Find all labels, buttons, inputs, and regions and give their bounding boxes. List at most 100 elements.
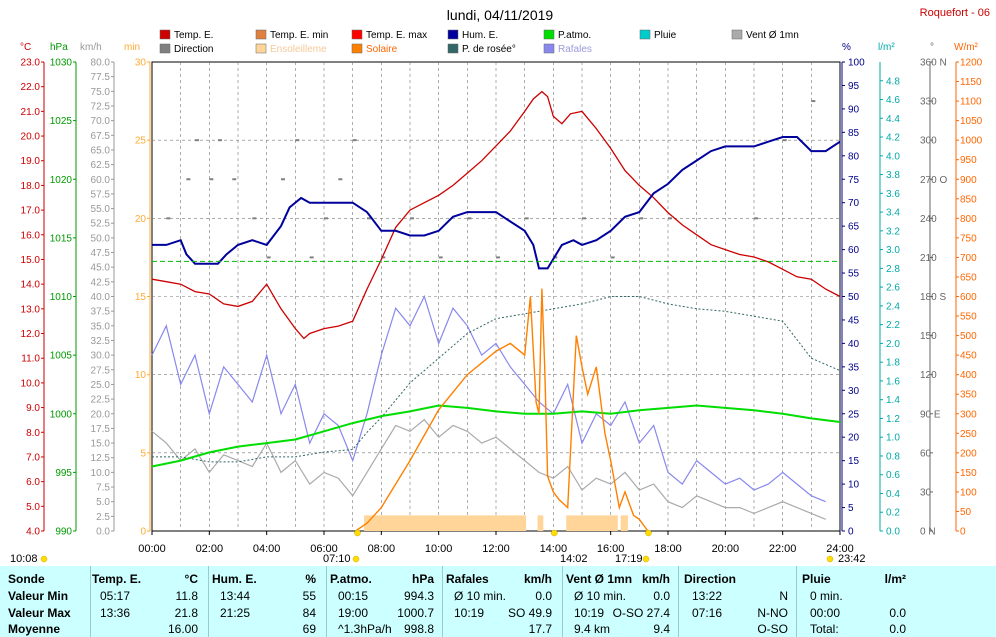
x-tick-label: 24:00 — [826, 543, 854, 555]
lm2-axis-tick-label: 3.4 — [886, 208, 900, 219]
right-time: 23:42 — [838, 553, 866, 565]
lm2-axis-tick-label: 2.6 — [886, 283, 900, 294]
lm2-axis-tick-label: 4.4 — [886, 114, 900, 125]
pct-axis-tick-label: 30 — [848, 386, 860, 397]
direction-point — [754, 217, 758, 220]
temp-axis-tick-label: 10.0 — [21, 378, 41, 389]
table-row-label: Valeur Max — [8, 606, 71, 620]
sunshine-band — [620, 515, 628, 531]
temp-axis-tick-label: 8.0 — [26, 428, 40, 439]
wm2-axis-tick-label: 300 — [960, 409, 977, 420]
lm2-axis-tick-label: 2.2 — [886, 320, 900, 331]
lm2-axis-tick-label: 4.8 — [886, 76, 900, 87]
lm2-axis-tick-label: 2.0 — [886, 339, 900, 350]
lm2-axis-tick-label: 0.4 — [886, 489, 900, 500]
table-column-unit: km/h — [641, 572, 670, 586]
legend-label: Temp. E. min — [270, 30, 328, 41]
legend-label: Solaire — [366, 44, 398, 55]
legend-label: P. de rosée° — [462, 44, 516, 55]
table-column-title: Hum. E. — [212, 572, 257, 586]
x-tick-label: 10:00 — [425, 543, 453, 555]
table-column-title: Vent Ø 1mn — [566, 572, 633, 586]
x-tick-label: 12:00 — [482, 543, 510, 555]
kmh-axis-tick-label: 40.0 — [91, 292, 111, 303]
left-time: 10:08 — [10, 553, 38, 565]
x-tick-label: 20:00 — [712, 543, 740, 555]
hpa-axis-tick-label: 1010 — [50, 292, 73, 303]
kmh-axis-tick-label: 70.0 — [91, 116, 111, 127]
legend-swatch — [159, 43, 171, 54]
kmh-axis-tick-label: 80.0 — [91, 58, 111, 69]
solar-noon-icon — [551, 529, 558, 537]
temp-axis-tick-label: 22.0 — [21, 82, 41, 93]
deg-axis-tick-label: 300 — [920, 136, 937, 147]
table-column-title: Pluie — [802, 572, 831, 586]
min-axis-tick-label: 0 — [140, 527, 146, 538]
series-solaire — [355, 288, 649, 532]
kmh-axis-tick-label: 27.5 — [91, 365, 111, 376]
pct-axis-tick-label: 65 — [848, 222, 860, 233]
wm2-axis-tick-label: 1050 — [960, 116, 983, 127]
lm2-axis-tick-label: 1.6 — [886, 376, 900, 387]
wm2-axis-tick-label: 150 — [960, 468, 977, 479]
wm2-axis-tick-label: 50 — [960, 507, 972, 518]
direction-point — [338, 178, 343, 181]
direction-point — [195, 139, 199, 142]
direction-point — [266, 256, 271, 259]
station-name: Roquefort - 06 — [920, 7, 990, 19]
table-divider — [326, 566, 327, 637]
table-cell-sub: 0 min. — [810, 589, 843, 603]
table-column-title: Direction — [684, 572, 737, 586]
temp-axis-tick-label: 19.0 — [21, 156, 41, 167]
hpa-axis-tick-label: 1005 — [50, 351, 73, 362]
temp-axis-tick-label: 18.0 — [21, 181, 41, 192]
lm2-axis-tick-label: 0.6 — [886, 470, 900, 481]
pct-axis-tick-label: 85 — [848, 128, 860, 139]
table-divider — [442, 566, 443, 637]
table-row-label: Valeur Min — [8, 589, 69, 603]
sunset-time: 17:19 — [615, 553, 643, 565]
temp-axis-tick-label: 6.0 — [26, 477, 40, 488]
direction-point — [668, 217, 672, 220]
table-cell-value: 55 — [302, 589, 316, 603]
table-cell-sub: ^1.3hPa/h — [338, 622, 392, 636]
table-cell-value: O-SO 27.4 — [612, 606, 670, 620]
wm2-axis-tick-label: 550 — [960, 312, 977, 323]
direction-point — [281, 178, 285, 181]
table-cell-value: 84 — [302, 606, 316, 620]
min-axis-unit: min — [124, 42, 140, 53]
pct-axis-tick-label: 90 — [848, 104, 860, 115]
kmh-axis-tick-label: 37.5 — [91, 307, 111, 318]
legend-label: Temp. E. max — [366, 30, 427, 41]
kmh-axis-tick-label: 35.0 — [91, 321, 111, 332]
wm2-axis-tick-label: 200 — [960, 448, 977, 459]
pct-axis-tick-label: 25 — [848, 409, 860, 420]
min-axis-tick-label: 25 — [135, 136, 147, 147]
pct-axis-tick-label: 70 — [848, 198, 860, 209]
kmh-axis-tick-label: 50.0 — [91, 233, 111, 244]
kmh-axis-tick-label: 65.0 — [91, 145, 111, 156]
sunshine-band — [537, 515, 544, 531]
direction-point — [467, 217, 472, 220]
table-cell-value: O-SO — [757, 622, 788, 636]
lm2-axis-tick-label: 3.8 — [886, 170, 900, 181]
temp-axis-tick-label: 13.0 — [21, 304, 41, 315]
deg-axis-tick-label: 360 N — [920, 58, 947, 69]
series-rafales — [151, 294, 826, 503]
temp-axis-tick-label: 20.0 — [21, 132, 41, 143]
temp-axis-tick-label: 11.0 — [21, 354, 40, 365]
pct-axis-tick-label: 80 — [848, 151, 860, 162]
table-cell-sub: Ø 10 min. — [454, 589, 507, 603]
pct-axis-tick-label: 75 — [848, 175, 860, 186]
legend-label: Hum. E. — [462, 30, 498, 41]
lm2-axis-tick-label: 4.6 — [886, 95, 900, 106]
temp-axis-tick-label: 14.0 — [21, 280, 41, 291]
legend-label: Direction — [174, 44, 213, 55]
table-column-unit: % — [305, 572, 316, 586]
kmh-axis-tick-label: 55.0 — [91, 204, 111, 215]
kmh-axis-tick-label: 30.0 — [91, 351, 111, 362]
legend-swatch — [447, 43, 459, 54]
pct-axis-tick-label: 95 — [848, 81, 860, 92]
legend-label: Temp. E. — [174, 30, 213, 41]
table-cell-value: N — [779, 589, 788, 603]
